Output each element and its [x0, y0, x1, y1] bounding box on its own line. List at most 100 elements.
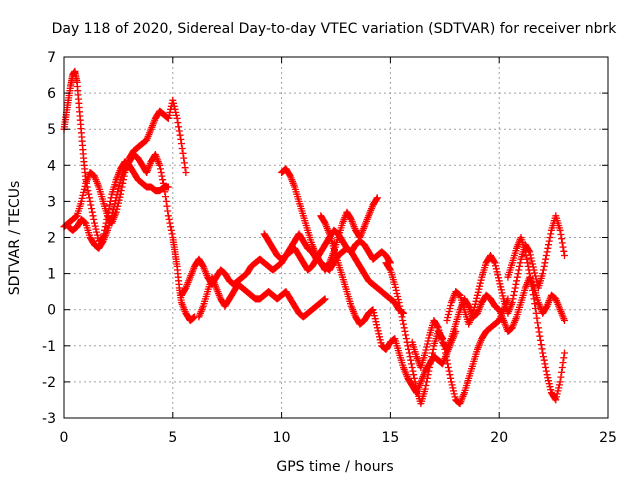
data-point — [469, 309, 477, 317]
data-point — [545, 241, 552, 249]
data-point — [108, 212, 116, 220]
data-point — [491, 259, 499, 267]
data-point — [397, 306, 405, 314]
data-point — [470, 306, 478, 314]
data-point — [164, 207, 172, 215]
series-track-11 — [443, 212, 568, 328]
data-point — [529, 291, 537, 299]
data-point — [558, 364, 566, 371]
data-point — [421, 349, 429, 357]
x-tick-label: 10 — [273, 430, 291, 446]
data-point — [529, 286, 537, 294]
data-point — [84, 187, 92, 195]
data-point — [446, 305, 454, 312]
data-point — [401, 327, 409, 335]
data-point — [542, 252, 550, 259]
data-point — [400, 324, 408, 332]
data-point — [534, 319, 542, 327]
data-point — [170, 102, 178, 110]
data-point — [162, 197, 170, 205]
data-point — [170, 99, 177, 107]
data-point — [510, 291, 518, 299]
data-point — [532, 309, 540, 317]
data-point — [474, 288, 482, 296]
data-point — [555, 381, 563, 389]
data-point — [449, 384, 457, 392]
data-point — [394, 293, 402, 300]
data-point — [559, 359, 567, 367]
data-point — [531, 300, 539, 308]
data-point — [409, 367, 417, 375]
data-point — [85, 194, 93, 202]
data-point — [165, 111, 173, 119]
data-point — [178, 145, 186, 152]
data-point — [157, 165, 164, 173]
data-point — [88, 205, 96, 213]
data-point — [421, 385, 429, 393]
data-point — [174, 119, 182, 127]
data-point — [524, 259, 531, 267]
data-point — [399, 317, 407, 324]
x-tick-label: 5 — [168, 430, 177, 446]
data-point — [495, 277, 503, 285]
data-point — [524, 262, 532, 270]
data-point — [490, 258, 498, 266]
data-point — [499, 292, 507, 300]
data-point — [476, 282, 484, 290]
data-point — [78, 194, 86, 202]
data-point — [522, 252, 530, 259]
y-axis-label: SDTVAR / TECUs — [7, 181, 23, 296]
data-point — [422, 382, 430, 389]
y-tick-label: 6 — [47, 86, 56, 102]
series-track-6 — [260, 226, 394, 274]
chart-title: Day 118 of 2020, Sidereal Day-to-day VTE… — [52, 21, 618, 37]
data-point — [545, 237, 553, 245]
data-point — [425, 367, 433, 375]
data-point — [179, 149, 187, 157]
data-point — [77, 197, 85, 205]
y-tick-labels: -3 -2 -1 0 1 2 3 4 5 6 7 — [42, 50, 56, 427]
data-point — [423, 378, 431, 386]
data-point — [534, 324, 542, 332]
data-point — [535, 328, 543, 336]
data-point — [423, 340, 431, 348]
data-point — [532, 305, 539, 312]
data-point — [547, 230, 555, 238]
data-point — [528, 257, 536, 265]
data-point — [410, 371, 418, 379]
data-point — [166, 219, 174, 227]
data-point — [114, 188, 122, 196]
y-tick-label: 0 — [47, 303, 56, 319]
data-point — [392, 286, 400, 294]
data-point — [558, 368, 566, 376]
data-point — [526, 274, 534, 282]
data-point — [171, 105, 179, 113]
data-point — [514, 270, 522, 278]
y-tick-label: 5 — [47, 122, 56, 138]
data-point — [377, 339, 385, 347]
data-point — [475, 285, 483, 293]
data-point — [497, 283, 505, 291]
data-point — [448, 381, 456, 389]
data-point — [521, 248, 529, 256]
data-point — [404, 342, 412, 350]
data-point — [527, 278, 535, 286]
y-tick-label: 3 — [47, 194, 56, 210]
data-point — [510, 288, 518, 296]
data-point — [546, 234, 554, 241]
data-point — [447, 378, 455, 386]
data-point — [446, 371, 454, 379]
data-point — [559, 243, 567, 251]
data-point — [180, 159, 188, 167]
data-point — [471, 300, 479, 308]
data-point — [410, 374, 418, 382]
data-point — [162, 193, 169, 201]
data-point — [442, 349, 449, 357]
data-point — [321, 295, 329, 303]
data-point — [398, 313, 406, 321]
data-point — [472, 297, 480, 305]
data-point — [92, 225, 100, 233]
data-point — [164, 212, 172, 220]
